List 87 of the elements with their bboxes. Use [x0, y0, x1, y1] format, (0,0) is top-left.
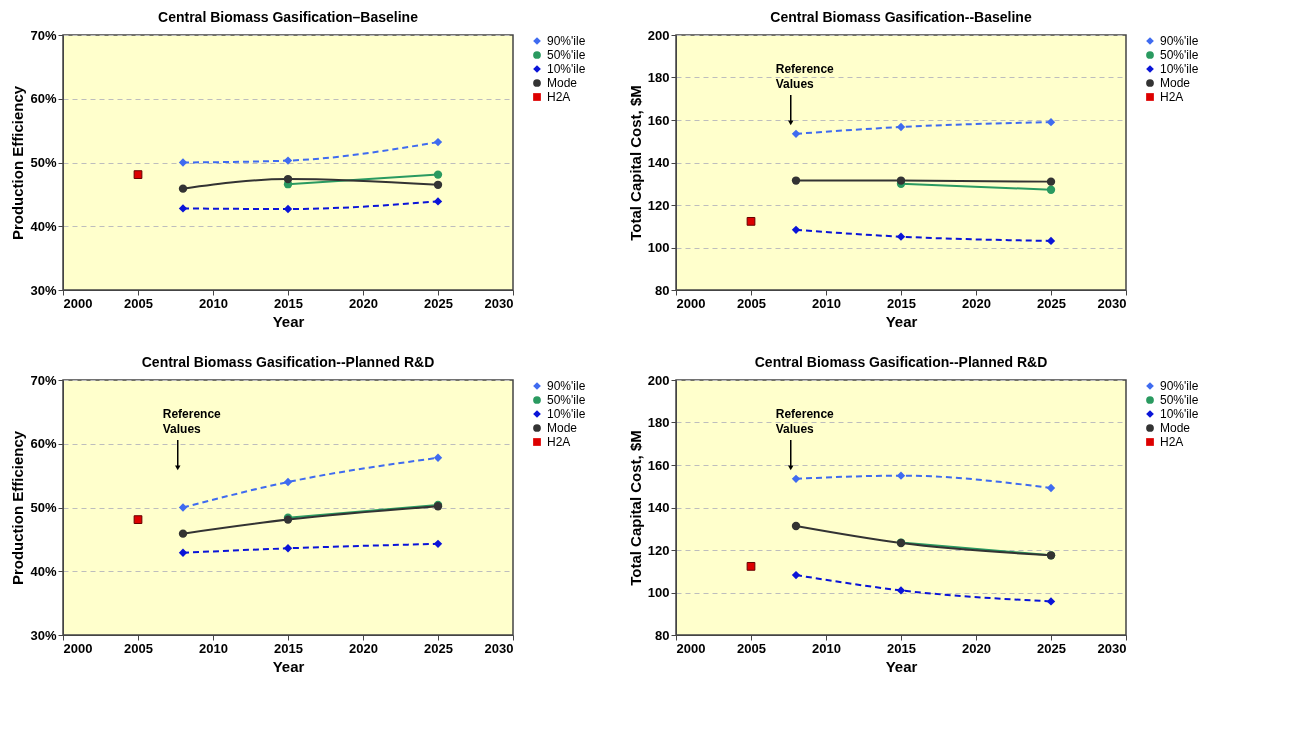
- y-tick-label: 160: [647, 457, 670, 473]
- legend-label: 50%'ile: [1160, 48, 1199, 62]
- x-tick-label: 2020: [349, 295, 378, 311]
- legend-label: 50%'ile: [1160, 393, 1199, 407]
- legend-label: 50%'ile: [547, 393, 586, 407]
- y-axis-title: Total Capital Cost, $M: [626, 85, 644, 241]
- x-axis-title: Year: [885, 657, 918, 675]
- y-tick-label: 50%: [30, 155, 57, 170]
- y-tick-label: 80: [655, 282, 670, 298]
- x-tick-label: 2030: [484, 295, 514, 311]
- legend-label: 10%'ile: [1160, 407, 1199, 421]
- x-tick-label: 2030: [1097, 640, 1127, 656]
- y-tick-label: 40%: [30, 563, 57, 579]
- legend-label: 90%'ile: [1160, 34, 1199, 48]
- x-tick-label: 2005: [737, 640, 766, 656]
- y-tick-label: 100: [647, 585, 670, 600]
- y-tick-label: 200: [647, 372, 670, 388]
- x-tick-label: 2025: [1037, 295, 1066, 311]
- x-tick-label: 2015: [887, 640, 916, 656]
- y-axis-title: Production Efficiency: [9, 430, 27, 586]
- y-axis-title: Total Capital Cost, $M: [626, 430, 644, 586]
- legend-label: Mode: [547, 76, 578, 90]
- legend-label: Mode: [547, 421, 578, 435]
- x-tick-label: 2010: [199, 640, 228, 656]
- x-tick-label: 2020: [962, 640, 991, 656]
- legend-label: 50%'ile: [547, 48, 586, 62]
- x-tick-label: 2010: [812, 640, 841, 656]
- y-tick-label: 120: [647, 197, 670, 213]
- chart-title: Central Biomass Gasification--Planned R&D: [141, 354, 435, 370]
- y-tick-label: 180: [647, 415, 670, 430]
- x-tick-label: 2030: [1097, 295, 1127, 311]
- y-tick-label: 50%: [30, 500, 57, 515]
- x-axis-title: Year: [272, 657, 305, 675]
- x-tick-label: 2025: [424, 640, 453, 656]
- legend-label: 90%'ile: [547, 34, 586, 48]
- legend-label: H2A: [547, 90, 571, 104]
- legend-label: H2A: [1160, 90, 1184, 104]
- y-tick-label: 30%: [30, 627, 57, 643]
- x-axis-title: Year: [272, 312, 305, 330]
- legend-label: 10%'ile: [547, 62, 586, 76]
- y-axis-title: Production Efficiency: [9, 85, 27, 241]
- chart-title: Central Biomass Gasification--Planned R&D: [754, 354, 1048, 370]
- chart-title: Central Biomass Gasification--Baseline: [770, 9, 1032, 25]
- y-tick-label: 60%: [30, 436, 57, 452]
- legend-label: 90%'ile: [1160, 379, 1199, 393]
- x-tick-label: 2000: [676, 295, 706, 311]
- x-tick-label: 2010: [199, 295, 228, 311]
- x-tick-label: 2020: [349, 640, 378, 656]
- legend-label: H2A: [1160, 435, 1184, 449]
- x-tick-label: 2030: [484, 640, 514, 656]
- legend-label: 90%'ile: [547, 379, 586, 393]
- chart-title: Central Biomass Gasification–Baseline: [158, 9, 419, 25]
- annotation: Reference Values: [162, 406, 222, 436]
- y-tick-label: 180: [647, 70, 670, 85]
- legend-label: Mode: [1160, 76, 1191, 90]
- y-tick-label: 160: [647, 112, 670, 128]
- y-tick-label: 140: [647, 155, 670, 170]
- x-axis-title: Year: [885, 312, 918, 330]
- x-tick-label: 2015: [274, 295, 303, 311]
- x-tick-label: 2025: [424, 295, 453, 311]
- legend-label: 10%'ile: [1160, 62, 1199, 76]
- x-tick-label: 2000: [63, 295, 93, 311]
- y-tick-label: 70%: [30, 372, 57, 388]
- y-tick-label: 200: [647, 27, 670, 43]
- x-tick-label: 2005: [124, 640, 153, 656]
- x-tick-label: 2010: [812, 295, 841, 311]
- x-tick-label: 2000: [676, 640, 706, 656]
- y-tick-label: 120: [647, 542, 670, 558]
- x-tick-label: 2025: [1037, 640, 1066, 656]
- legend-label: H2A: [547, 435, 571, 449]
- annotation: Reference Values: [775, 61, 835, 91]
- legend-label: 10%'ile: [547, 407, 586, 421]
- y-tick-label: 40%: [30, 218, 57, 234]
- x-tick-label: 2005: [124, 295, 153, 311]
- x-tick-label: 2020: [962, 295, 991, 311]
- annotation: Reference Values: [775, 406, 835, 436]
- x-tick-label: 2005: [737, 295, 766, 311]
- x-tick-label: 2015: [274, 640, 303, 656]
- y-tick-label: 30%: [30, 282, 57, 298]
- y-tick-label: 100: [647, 240, 670, 255]
- y-tick-label: 70%: [30, 27, 57, 43]
- y-tick-label: 80: [655, 627, 670, 643]
- x-tick-label: 2015: [887, 295, 916, 311]
- legend-label: Mode: [1160, 421, 1191, 435]
- y-tick-label: 60%: [30, 91, 57, 107]
- x-tick-label: 2000: [63, 640, 93, 656]
- y-tick-label: 140: [647, 500, 670, 515]
